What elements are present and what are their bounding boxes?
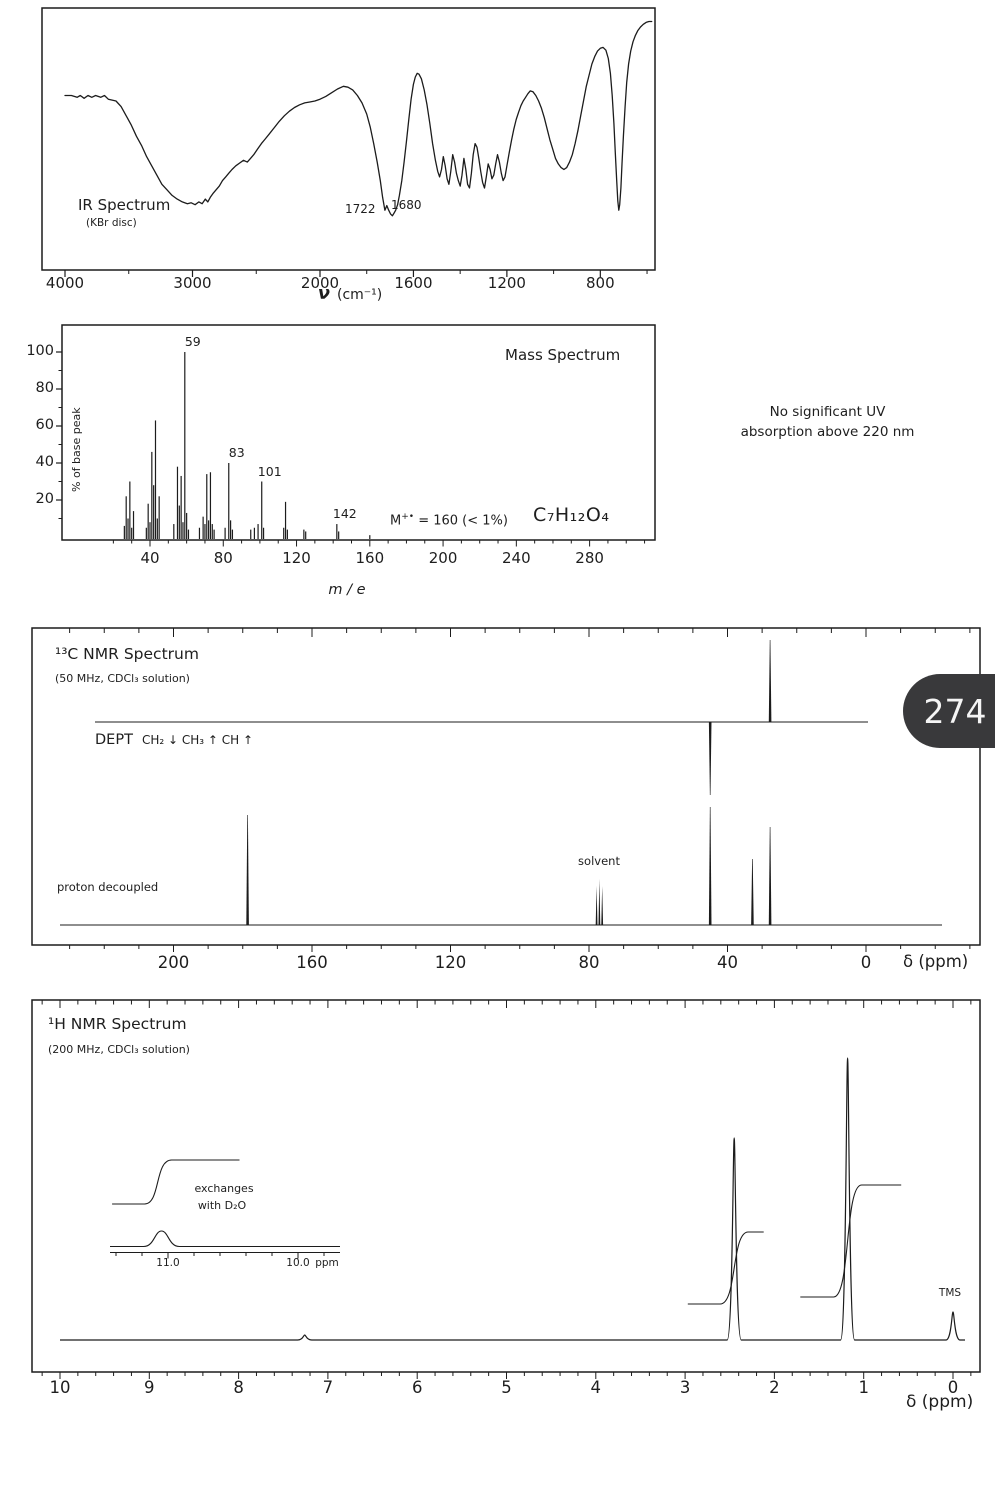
molecular-ion-value: = 160 (< 1%) [414,513,508,529]
page-number-badge[interactable]: 274 [903,674,995,748]
exchange-note-line-1: exchanges [194,1182,254,1195]
uv-note-line-2: absorption above 220 nm [740,424,915,440]
molecular-ion-base: M [390,513,402,529]
ms-title: Mass Spectrum [505,346,621,364]
c13-nmr-subtitle: (50 MHz, CDCl₃ solution) [55,672,190,685]
uv-absorption-note: No significant UV absorption above 220 n… [700,402,955,442]
ms-molecular-ion-label: M+• = 160 (< 1%) [390,512,508,528]
h1-nmr-title: ¹H NMR Spectrum [48,1015,187,1033]
ms-x-axis-label: m / e [328,582,366,598]
molecular-formula: C₇H₁₂O₄ [533,504,610,526]
dept-label-row: DEPT CH₂ ↓ CH₃ ↑ CH ↑ [95,732,253,748]
dept-key: CH₂ ↓ CH₃ ↑ CH ↑ [141,733,254,747]
c13-nmr-title: ¹³C NMR Spectrum [55,645,199,663]
ir-title: IR Spectrum [78,196,171,214]
c13-x-axis-label: δ (ppm) [903,952,969,971]
dept-label: DEPT [95,732,133,748]
page-number: 274 [923,691,987,731]
ir-peak-annotation-1722: 1722 [345,202,376,216]
proton-decoupled-label: proton decoupled [57,880,159,894]
molecular-ion-charge: +• [401,512,415,522]
ir-peak-annotation-1680: 1680 [391,198,422,212]
tms-label: TMS [938,1287,962,1299]
ir-x-axis-label: ν (cm⁻¹) [318,283,383,304]
ir-subtitle: (KBr disc) [86,217,137,229]
exchange-note-line-2: with D₂O [197,1199,247,1212]
solvent-label: solvent [578,854,620,868]
h1-nmr-subtitle: (200 MHz, CDCl₃ solution) [48,1043,190,1056]
uv-note-line-1: No significant UV [769,404,886,420]
nu-symbol: ν [317,283,330,304]
wavenumber-units: (cm⁻¹) [337,287,383,303]
h1-x-axis-label: δ (ppm) [906,1392,974,1412]
ms-y-axis-label: % of base peak [70,407,83,492]
